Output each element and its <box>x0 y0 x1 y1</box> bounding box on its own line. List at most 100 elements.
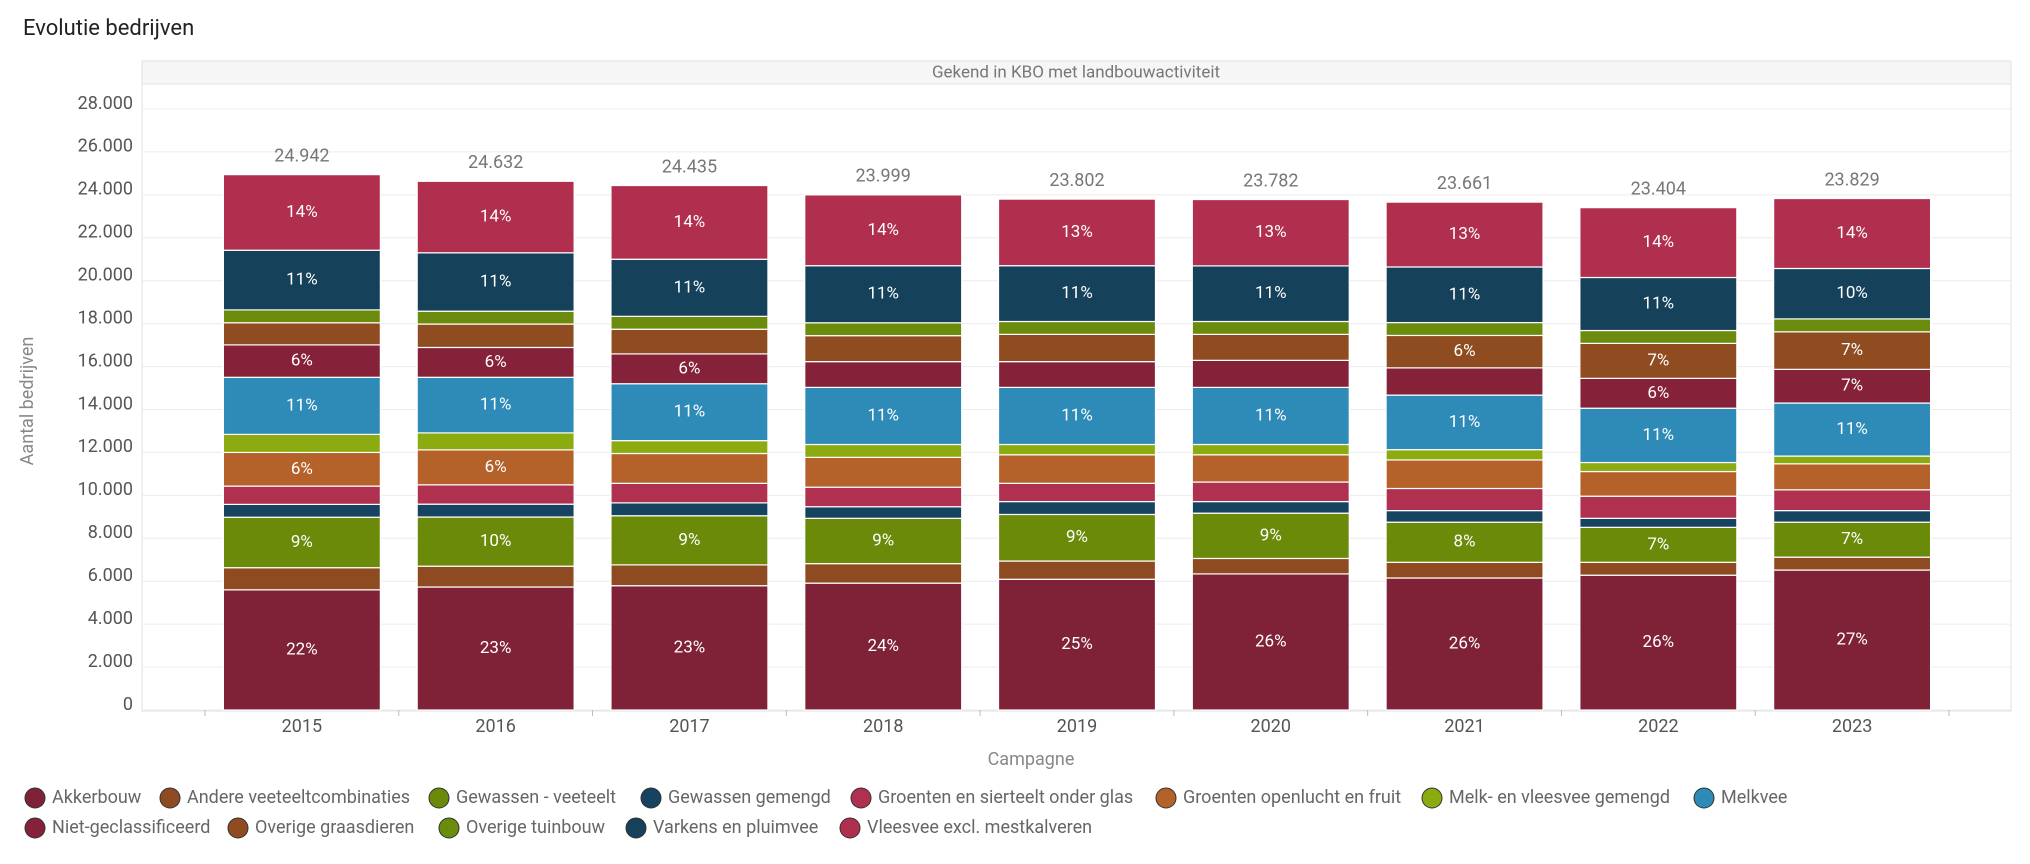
bar-segment <box>416 503 575 518</box>
segment-label: 11% <box>1836 419 1868 439</box>
segment-label: 6% <box>1647 383 1669 403</box>
bar-segment <box>416 346 575 378</box>
y-tick-label: 6.000 <box>88 565 133 586</box>
legend-label: Melkvee <box>1721 787 1787 808</box>
bar-segment <box>1773 521 1932 558</box>
bar-segment <box>222 376 381 435</box>
bar-segment <box>416 310 575 325</box>
segment-label: 14% <box>867 220 899 240</box>
total-label: 24.632 <box>468 152 523 173</box>
bar-segment <box>1191 557 1350 575</box>
bar-segment <box>1191 573 1350 711</box>
segment-label: 11% <box>1643 425 1675 445</box>
bar-segment <box>997 333 1157 363</box>
segment-label: 11% <box>867 284 899 304</box>
legend-label: Groenten en sierteelt onder glas <box>878 787 1133 808</box>
bar-segment <box>416 376 575 434</box>
legend-label: Groenten openlucht en fruit <box>1183 787 1401 808</box>
bar-segment <box>610 353 769 385</box>
bar-segment <box>804 335 963 363</box>
bar-segment <box>1385 487 1544 512</box>
segment-label: 11% <box>1061 405 1093 425</box>
segment-label: 11% <box>1449 284 1481 304</box>
x-tick-label: 2017 <box>669 716 709 737</box>
total-label: 23.782 <box>1243 170 1298 191</box>
bar-segment <box>222 174 381 251</box>
legend-marker <box>839 817 861 839</box>
y-tick-label: 28.000 <box>78 93 133 114</box>
bar-segment <box>804 443 963 458</box>
bar-segment <box>1579 526 1738 563</box>
segment-label: 11% <box>1061 283 1093 303</box>
legend-label: Niet-geclassificeerd <box>52 817 210 838</box>
legend-marker <box>428 787 450 809</box>
segment-label: 11% <box>480 395 512 415</box>
x-tick-label: 2018 <box>863 716 903 737</box>
segment-label: 9% <box>1260 525 1282 545</box>
segment-label: 14% <box>1836 223 1868 243</box>
bar-segment <box>1773 489 1932 512</box>
segment-label: 25% <box>1061 634 1093 654</box>
bar-segment <box>610 515 769 566</box>
total-label: 24.942 <box>274 145 329 166</box>
bar-segment <box>804 563 963 584</box>
segment-label: 13% <box>1449 224 1481 244</box>
bar-segment <box>1579 561 1738 576</box>
bar-segment <box>1191 359 1350 388</box>
segment-label: 7% <box>1647 534 1669 554</box>
legend-marker <box>159 787 181 809</box>
segment-label: 6% <box>1454 341 1476 361</box>
bar-segment <box>1385 367 1544 396</box>
bar-segment <box>222 309 381 324</box>
bar-segment <box>610 383 769 442</box>
bar-segment <box>1385 201 1544 268</box>
bar-segment <box>610 258 769 317</box>
bar-segment <box>610 502 769 517</box>
segment-label: 11% <box>1255 283 1287 303</box>
bar-segment <box>997 320 1157 335</box>
segment-label: 11% <box>867 405 899 425</box>
bar-segment <box>997 361 1157 388</box>
bar-segment <box>1191 198 1350 267</box>
bar-segment <box>804 322 963 337</box>
bar-segment <box>1191 320 1350 335</box>
segment-label: 27% <box>1836 630 1868 650</box>
legend-label: Melk- en vleesvee gemengd <box>1449 787 1670 808</box>
x-tick-label: 2015 <box>282 716 322 737</box>
bar-segment <box>416 484 575 505</box>
bar-segment <box>1579 461 1738 473</box>
legend-marker <box>24 787 46 809</box>
bar-segment <box>1579 377 1738 409</box>
segment-label: 9% <box>291 532 313 552</box>
bar-segment <box>416 180 575 254</box>
segment-label: 26% <box>1255 631 1287 651</box>
bar-segment <box>416 565 575 588</box>
bar-segment <box>1385 459 1544 490</box>
legend-marker <box>438 817 460 839</box>
bar-segment <box>1579 470 1738 497</box>
bar-segment <box>1773 331 1932 370</box>
total-label: 23.404 <box>1631 178 1686 199</box>
bar-segment <box>1191 265 1350 323</box>
y-tick-label: 8.000 <box>88 522 133 543</box>
segment-label: 11% <box>286 270 318 290</box>
legend-marker <box>625 817 647 839</box>
bar-segment <box>1385 561 1544 579</box>
bar-segment <box>1773 368 1932 404</box>
y-tick-label: 24.000 <box>78 179 133 200</box>
segment-label: 10% <box>480 531 512 551</box>
legend-marker <box>1155 787 1177 809</box>
bar-segment <box>1191 481 1350 503</box>
bar-segment <box>416 323 575 349</box>
bar-segment <box>222 249 381 311</box>
legend-label: Andere veeteeltcombinaties <box>187 787 410 808</box>
total-label: 24.435 <box>662 156 717 177</box>
bar-segment <box>416 586 575 711</box>
bar-segment <box>416 516 575 567</box>
x-tick-label: 2022 <box>1638 716 1678 737</box>
y-tick-label: 10.000 <box>78 479 133 500</box>
y-tick-label: 12.000 <box>78 436 133 457</box>
bar-segment <box>804 386 963 446</box>
bar-segment <box>1579 342 1738 379</box>
